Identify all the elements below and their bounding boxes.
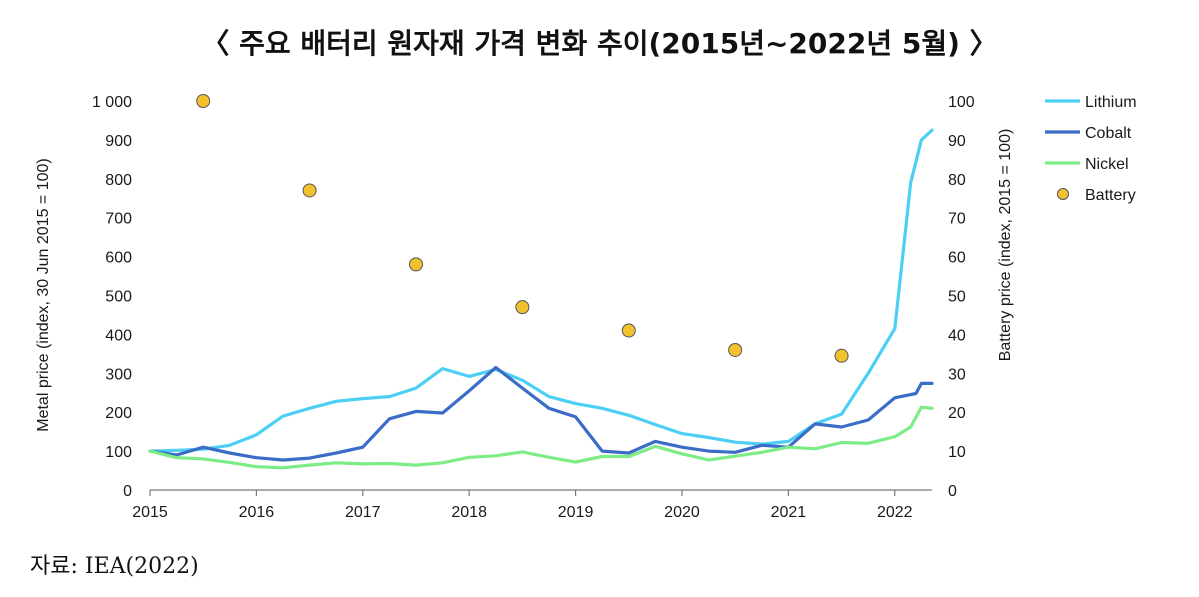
lithium-line (148, 128, 934, 453)
battery-point (302, 183, 317, 198)
cobalt-line (148, 365, 934, 462)
y-tick-label-right: 80 (948, 172, 966, 189)
x-tick-label: 2022 (877, 504, 913, 521)
series-layer (148, 94, 934, 470)
y-tick-label-right: 30 (948, 366, 966, 383)
y-tick-label-left: 900 (105, 133, 132, 150)
battery-point (728, 342, 743, 357)
battery-point (408, 257, 423, 272)
battery-point (196, 94, 211, 108)
y-tick-label-left: 500 (105, 289, 132, 306)
x-tick-label: 2021 (771, 504, 807, 521)
y-tick-label-right: 70 (948, 211, 966, 228)
battery-point (515, 300, 530, 315)
y-tick-label-left: 700 (105, 211, 132, 228)
y-tick-label-right: 10 (948, 444, 966, 461)
x-tick-label: 2019 (558, 504, 594, 521)
y-tick-label-left: 800 (105, 172, 132, 189)
y-axis-label-left: Metal price (index, 30 Jun 2015 = 100) (35, 158, 52, 432)
y-tick-label-right: 50 (948, 289, 966, 306)
legend-marker-battery (1057, 188, 1069, 200)
x-tick-label: 2015 (132, 504, 168, 521)
battery-point (834, 348, 849, 363)
y-tick-label-right: 20 (948, 405, 966, 422)
y-axis-label-right: Battery price (index, 2015 = 100) (997, 129, 1014, 362)
source-note: 자료: IEA(2022) (30, 554, 199, 579)
y-tick-label-left: 1 000 (92, 94, 132, 111)
battery-point (621, 323, 636, 338)
chart-title: 〈 주요 배터리 원자재 가격 변화 추이(2015년~2022년 5월) 〉 (201, 27, 998, 60)
legend-label-battery: Battery (1085, 187, 1136, 204)
y-tick-label-right: 90 (948, 133, 966, 150)
nickel-line (148, 405, 934, 470)
y-tick-label-left: 0 (123, 483, 132, 500)
y-tick-label-right: 100 (948, 94, 975, 111)
y-tick-label-left: 200 (105, 405, 132, 422)
x-tick-label: 2020 (664, 504, 700, 521)
x-tick-label: 2018 (451, 504, 487, 521)
y-tick-label-right: 60 (948, 250, 966, 267)
y-tick-label-left: 100 (105, 444, 132, 461)
x-tick-label: 2017 (345, 504, 381, 521)
x-tick-label: 2016 (239, 504, 275, 521)
y-tick-label-right: 40 (948, 327, 966, 344)
y-tick-label-left: 600 (105, 250, 132, 267)
axes: 2015 2016 2017 2018 2019 2020 2021 202201002003… (92, 94, 975, 521)
y-tick-label-left: 300 (105, 366, 132, 383)
legend-label-nickel: Nickel (1085, 156, 1129, 173)
legend: Lithium Cobalt Nickel Battery (1045, 94, 1137, 204)
legend-label-cobalt: Cobalt (1085, 125, 1132, 142)
y-tick-label-right: 0 (948, 483, 957, 500)
legend-label-lithium: Lithium (1085, 94, 1137, 111)
y-tick-label-left: 400 (105, 327, 132, 344)
